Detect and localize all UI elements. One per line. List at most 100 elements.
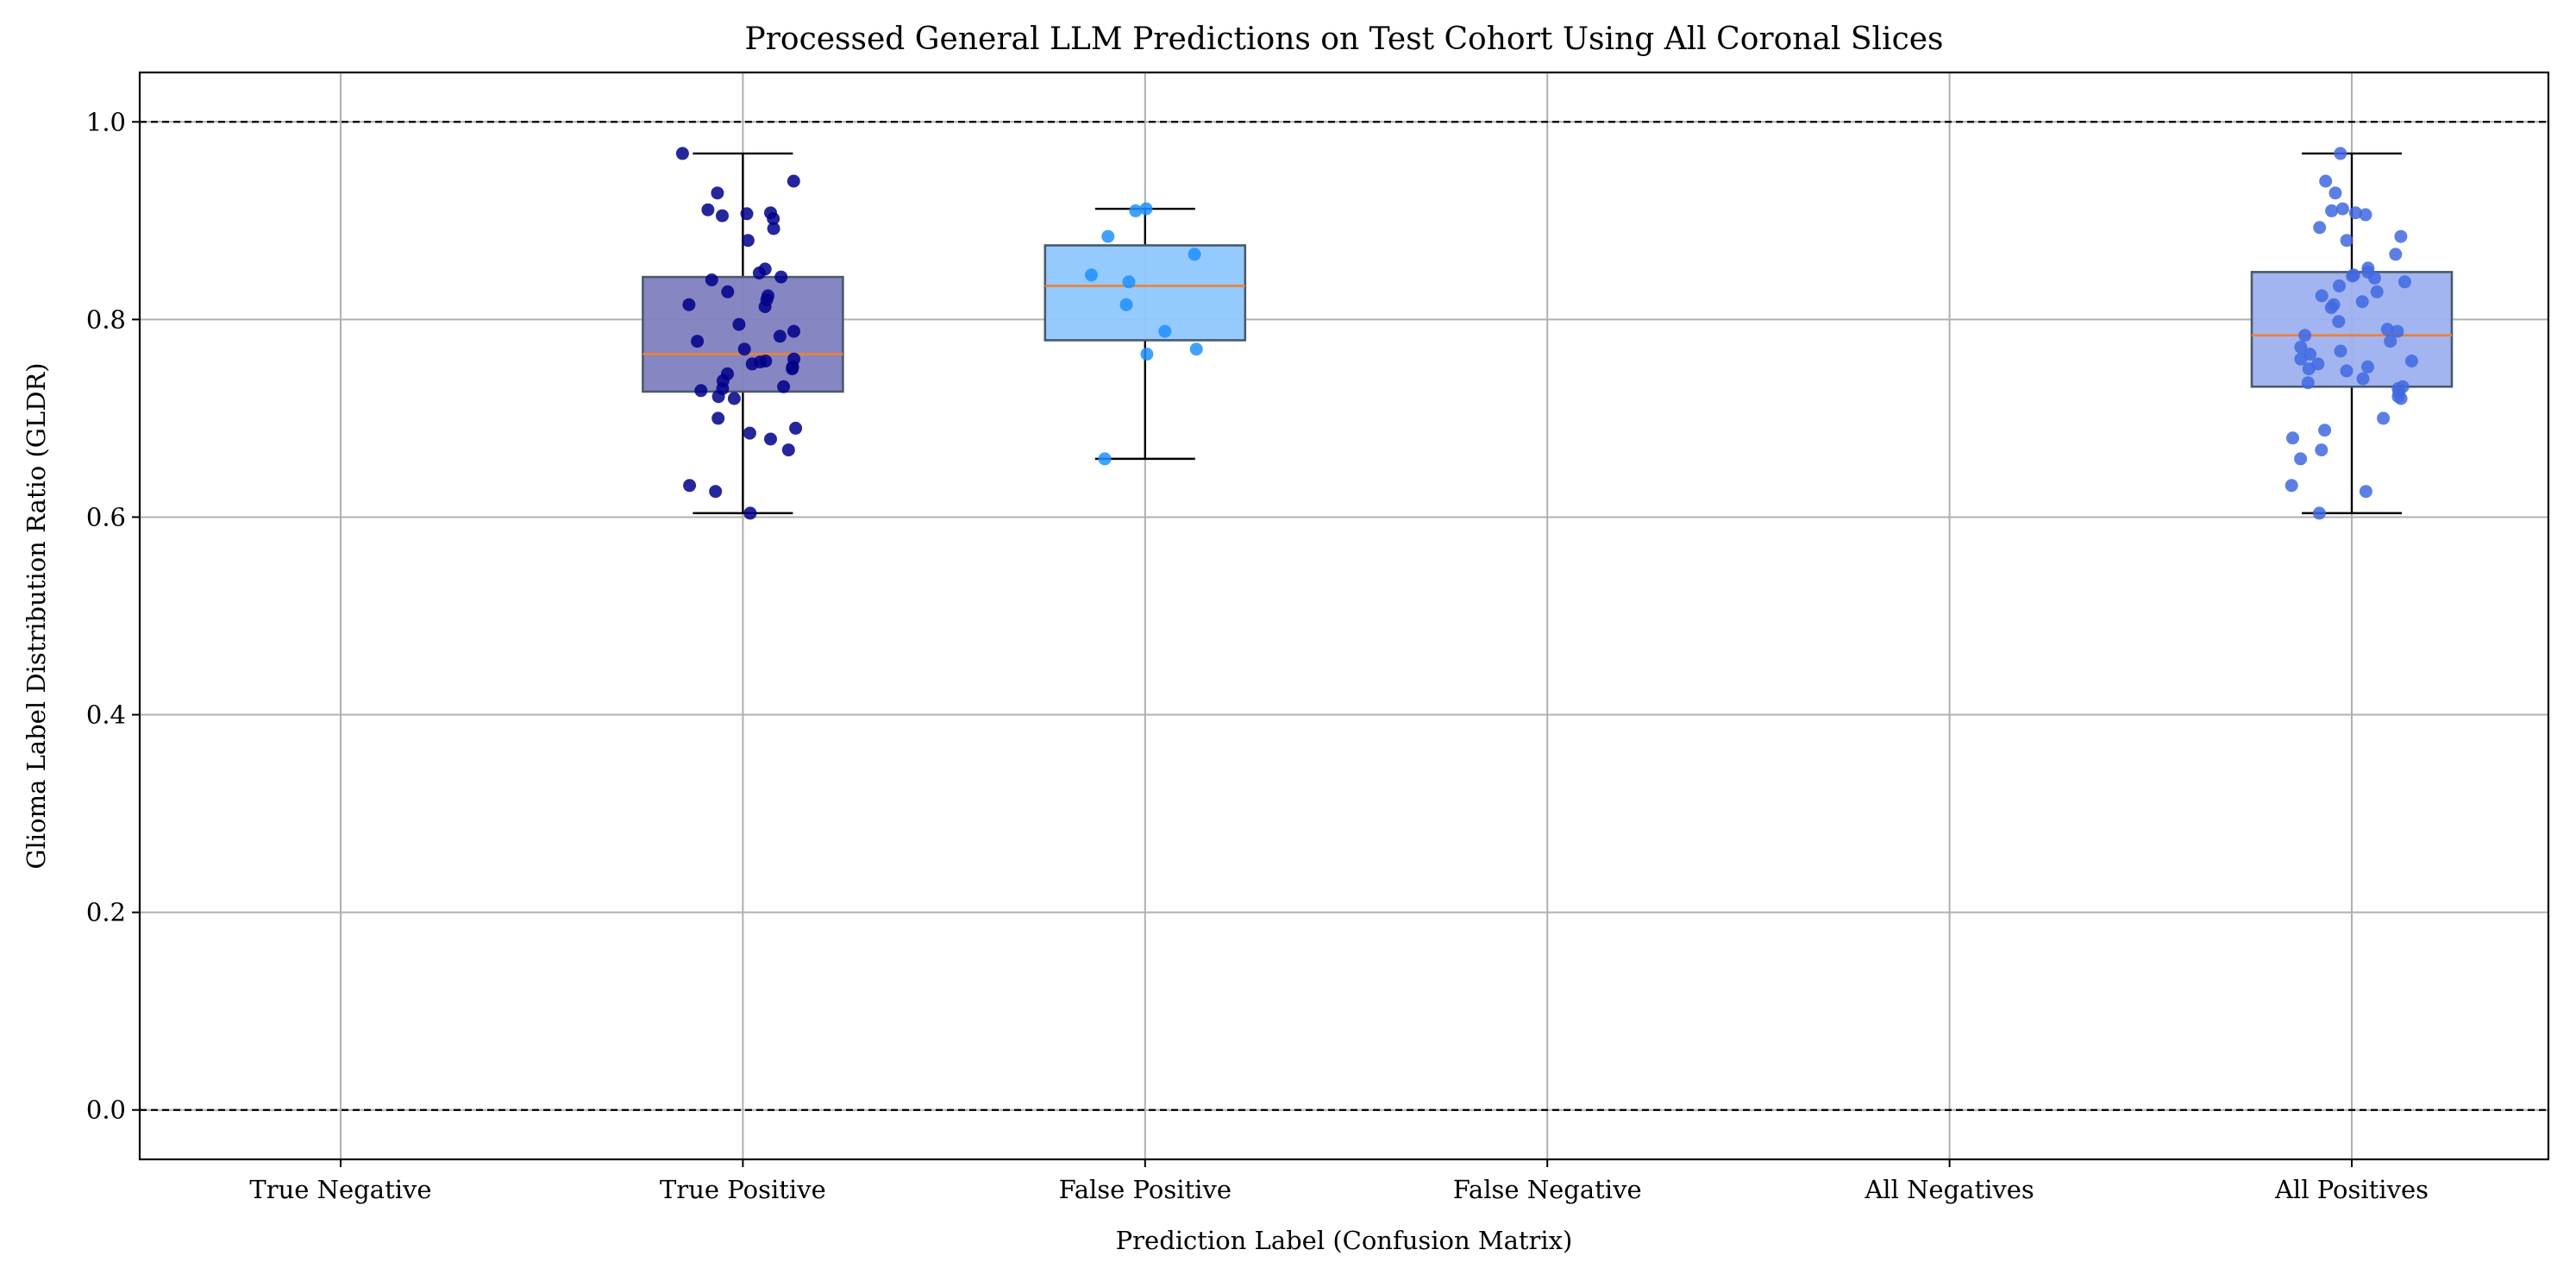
data-point <box>740 207 754 221</box>
data-point <box>2394 392 2408 405</box>
data-point <box>727 392 741 405</box>
data-point <box>2340 234 2353 248</box>
data-point <box>2315 289 2328 303</box>
y-tick-label: 0.6 <box>86 502 126 531</box>
plot-area-frame <box>138 71 2550 1161</box>
data-point <box>2361 360 2374 374</box>
data-point <box>1122 275 1136 289</box>
data-point <box>2398 275 2411 289</box>
data-point <box>2348 206 2362 220</box>
data-point <box>682 298 696 311</box>
data-point <box>701 203 715 217</box>
box-false-positive <box>1044 207 1247 461</box>
data-point <box>1098 452 1112 466</box>
data-point <box>1140 348 1154 361</box>
data-point <box>777 380 791 393</box>
grid-lines <box>140 72 2548 1159</box>
data-point <box>767 212 780 225</box>
data-point <box>1189 342 1203 356</box>
x-tick-label: False Negative <box>1453 1175 1642 1204</box>
data-point <box>2377 411 2391 425</box>
data-point <box>758 300 772 313</box>
x-tick-label: All Positives <box>2274 1175 2429 1204</box>
data-point <box>694 384 708 398</box>
data-point <box>2394 229 2408 243</box>
x-tick-label: False Positive <box>1059 1175 1232 1204</box>
data-point <box>2370 285 2384 298</box>
box-iqr <box>642 275 844 393</box>
data-point <box>773 330 787 343</box>
data-point <box>2356 372 2370 386</box>
data-point <box>737 342 751 356</box>
data-point <box>2334 344 2347 358</box>
reference-lines <box>140 121 2548 1111</box>
data-point <box>2319 174 2333 188</box>
data-point <box>786 362 799 376</box>
axis-ticks: 0.0 0.2 0.4 0.6 0.8 1.0 True Negative True Posi… <box>86 107 2429 1204</box>
y-tick-label: 0.2 <box>86 898 126 927</box>
data-point <box>1129 204 1143 217</box>
data-point <box>1158 324 1172 338</box>
y-tick-label: 0.4 <box>86 700 126 730</box>
data-point <box>2335 202 2349 216</box>
data-point <box>683 479 697 493</box>
data-point <box>1119 298 1133 311</box>
y-tick-label: 1.0 <box>86 107 126 136</box>
y-axis-label: Glioma Label Distribution Ratio (GLDR) <box>22 362 51 869</box>
data-point <box>787 174 800 188</box>
data-point <box>774 270 788 284</box>
data-point <box>741 234 755 248</box>
data-point <box>752 267 766 279</box>
data-point <box>2318 424 2332 437</box>
data-point <box>764 432 777 446</box>
data-point <box>789 421 803 435</box>
data-point <box>732 317 746 331</box>
x-tick-label: All Negatives <box>1864 1175 2034 1204</box>
data-point <box>2298 329 2312 342</box>
data-point <box>2359 208 2372 222</box>
data-point <box>675 147 689 160</box>
data-point <box>2340 364 2353 378</box>
data-point <box>2333 279 2346 292</box>
data-point <box>2334 147 2347 160</box>
data-point <box>2302 362 2316 376</box>
data-point <box>711 390 725 404</box>
x-axis-label: Prediction Label (Confusion Matrix) <box>1116 1226 1573 1255</box>
data-point <box>743 506 757 520</box>
data-point <box>2294 352 2308 366</box>
data-point <box>1085 268 1098 282</box>
data-point <box>711 411 725 425</box>
data-point <box>1101 229 1115 243</box>
box-all-positives <box>2250 152 2454 515</box>
data-point <box>2325 204 2339 217</box>
data-point <box>2285 479 2298 493</box>
data-point <box>716 209 729 223</box>
data-point <box>2405 355 2418 367</box>
data-point <box>2294 340 2308 354</box>
data-point <box>2368 271 2381 285</box>
data-point <box>2313 221 2327 235</box>
data-point <box>2286 431 2299 445</box>
data-point <box>2346 269 2360 283</box>
data-point <box>2301 376 2315 390</box>
data-points <box>675 147 2418 520</box>
data-point <box>745 357 759 371</box>
data-point <box>2380 323 2394 336</box>
y-tick-label: 0.8 <box>86 305 126 334</box>
y-tick-label: 0.0 <box>86 1096 126 1125</box>
box-iqr <box>1044 244 1247 342</box>
data-point <box>2324 301 2338 315</box>
x-tick-label: True Positive <box>660 1175 826 1204</box>
data-point <box>767 222 780 235</box>
data-point <box>2328 186 2342 200</box>
data-point <box>2355 295 2369 309</box>
data-point <box>709 485 723 499</box>
x-tick-label: True Negative <box>249 1175 431 1204</box>
data-point <box>2294 452 2308 466</box>
data-point <box>2384 335 2397 349</box>
data-point <box>691 335 705 349</box>
data-point <box>743 426 756 440</box>
box-true-positive <box>642 152 844 515</box>
data-point <box>1188 248 1201 261</box>
